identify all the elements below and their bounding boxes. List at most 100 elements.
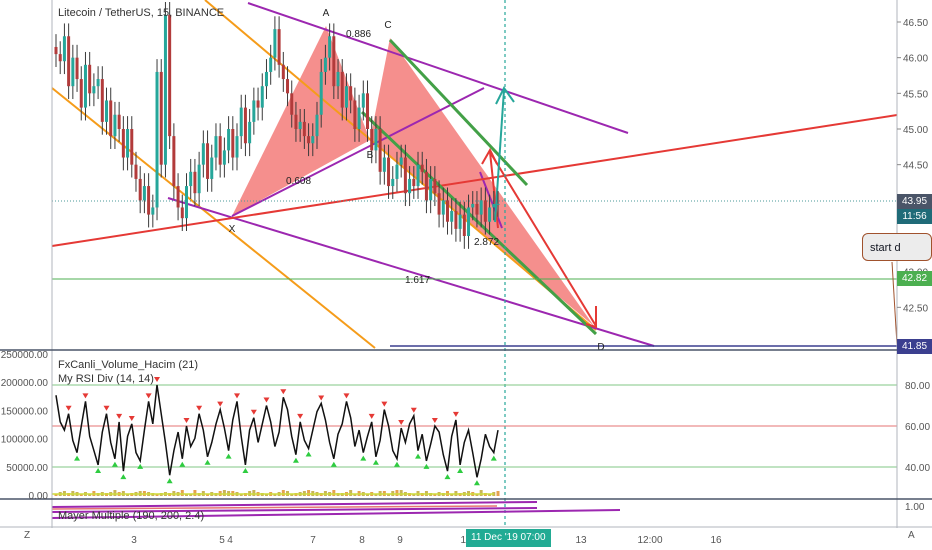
volume-bar: [399, 490, 403, 496]
time-tick-label: 13: [575, 535, 587, 546]
purple-upper-trendline[interactable]: [247, 2, 629, 134]
candle-body: [142, 186, 146, 201]
volume-tick-label: 150000.00: [1, 406, 49, 417]
candle-body: [168, 14, 172, 137]
rsi-trough-marker: [74, 455, 81, 461]
candle-body: [353, 100, 357, 129]
rsi-trough-marker: [292, 457, 299, 463]
rsi-peak-marker: [128, 415, 135, 421]
time-tick-label: 9: [397, 535, 403, 546]
rsi-tick-label: 40.00: [905, 463, 930, 474]
volume-tick-label: 100000.00: [1, 435, 49, 446]
candle-body: [126, 129, 130, 158]
red-trendline[interactable]: [51, 114, 898, 247]
pattern-drawings[interactable]: [51, 0, 898, 527]
candle-body: [315, 114, 319, 137]
volume-bar: [155, 494, 159, 496]
candle-body: [67, 36, 71, 87]
candle-body: [437, 193, 441, 215]
candle-body: [332, 36, 336, 87]
candle-body: [370, 129, 374, 151]
green-channel-lower[interactable]: [360, 110, 598, 336]
purple-xb-line[interactable]: [231, 87, 485, 217]
volume-bar: [206, 494, 210, 496]
mayer-indicator-label[interactable]: Mayer Multiple (190, 200, 2.4): [58, 510, 205, 522]
time-tick-label: 12:00: [637, 535, 662, 546]
candle-body: [227, 129, 231, 151]
rsi-peak-marker: [297, 413, 304, 419]
candle-body: [75, 57, 79, 80]
mayer-line-3: [51, 509, 621, 519]
candle-body: [450, 211, 454, 222]
candle-body: [403, 157, 407, 194]
rsi-peak-marker: [65, 405, 72, 411]
volume-bar: [79, 494, 83, 496]
time-tick-label: 3: [131, 535, 137, 546]
candle-body: [92, 86, 96, 94]
volume-bar: [113, 490, 117, 496]
candle-body: [264, 71, 268, 87]
candle-body: [260, 86, 264, 108]
candle-body: [159, 71, 163, 165]
pattern-point-label: C: [384, 20, 391, 31]
rsi-trough-marker: [137, 463, 144, 469]
rsi-trough-marker: [95, 467, 102, 473]
candle-body: [243, 107, 247, 144]
candle-body: [100, 79, 104, 122]
rsi-trough-marker: [360, 455, 367, 461]
pattern-xab-fill[interactable]: [232, 26, 370, 216]
rsi-tick-label: 80.00: [905, 381, 930, 392]
candle-body: [222, 150, 226, 165]
volume-bar: [353, 494, 357, 496]
volume-tick-label: 0.00: [29, 491, 49, 502]
time-tick-label: 16: [710, 535, 722, 546]
candles-layer: X A B C D 0.886 0.608 2.872 1.617: [54, 2, 605, 353]
candle-body: [248, 121, 252, 144]
volume-bar: [349, 490, 353, 496]
candle-body: [462, 214, 466, 236]
pattern-point-label: X: [229, 224, 236, 235]
green-channel-upper[interactable]: [388, 38, 529, 187]
candle-body: [471, 203, 475, 208]
orange-channel-upper[interactable]: [204, 0, 597, 331]
rsi-trough-marker: [444, 474, 451, 480]
candle-body: [336, 71, 340, 87]
rsi-peak-marker: [431, 418, 438, 423]
volume-bar: [290, 494, 294, 496]
rsi-peak-marker: [154, 377, 161, 382]
rsi-peak-marker: [82, 393, 89, 399]
teal-target-arrow[interactable]: [494, 89, 505, 223]
pattern-point-label: A: [323, 8, 330, 19]
start-callout[interactable]: start d: [862, 233, 932, 261]
rsi-trough-marker: [415, 453, 422, 459]
candle-body: [374, 129, 378, 151]
purple-d-line[interactable]: [479, 171, 503, 229]
mayer-line-4: [51, 505, 498, 510]
candle-body: [201, 143, 205, 165]
rsi-peak-marker: [452, 411, 459, 417]
candle-body: [420, 164, 424, 172]
rsi-peak-marker: [234, 393, 241, 399]
zoom-reset-icon[interactable]: Z: [24, 530, 31, 541]
volume-bar: [273, 494, 277, 496]
candle-body: [109, 100, 113, 137]
candle-body: [235, 136, 239, 158]
rsi-peak-marker: [381, 401, 388, 407]
auto-scale-icon[interactable]: A: [908, 530, 915, 541]
candle-body: [121, 129, 125, 158]
candle-body: [138, 178, 142, 201]
mayer-line-1: [51, 501, 538, 508]
time-axis-badge: 11 Dec '19 07:00: [466, 529, 551, 547]
oscillator-layer: [52, 377, 897, 496]
volume-indicator-label[interactable]: FxCanli_Volume_Hacim (21): [58, 359, 198, 371]
candle-body: [117, 114, 121, 129]
rsi-indicator-label[interactable]: My RSI Div (14, 14): [58, 373, 154, 385]
pattern-bcd-fill[interactable]: [370, 38, 594, 326]
volume-bar: [193, 490, 197, 496]
candle-body: [492, 203, 496, 208]
orange-channel-lower[interactable]: [51, 87, 376, 349]
candle-body: [172, 136, 176, 187]
purple-lower-trendline[interactable]: [167, 197, 655, 347]
volume-bar: [252, 490, 256, 496]
